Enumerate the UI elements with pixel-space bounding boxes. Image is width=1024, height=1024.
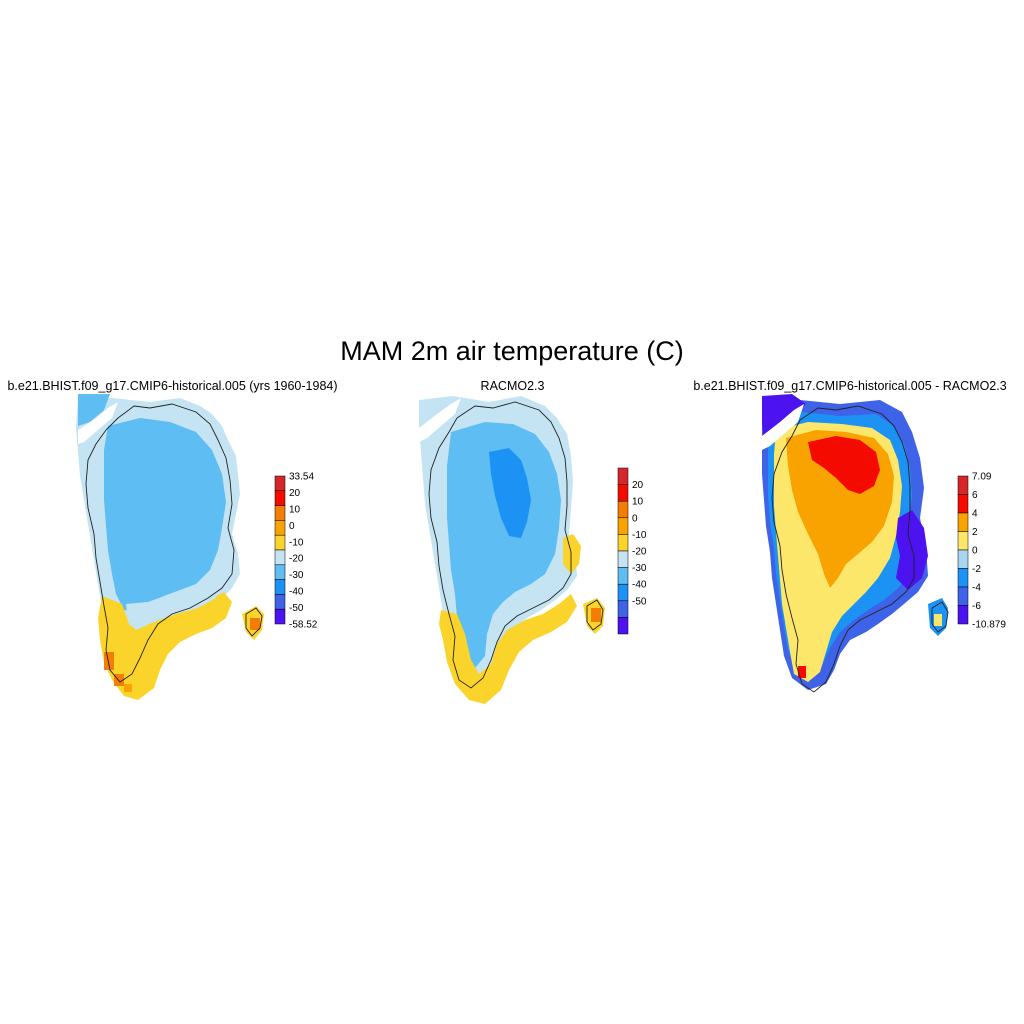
colorbar-tick-label: -30 (289, 570, 304, 581)
colorbar-tick-label: -40 (289, 587, 304, 598)
colorbar-tick-label: -40 (632, 580, 647, 591)
colorbar-tick-label: 0 (972, 546, 978, 557)
colorbar-swatch (274, 505, 286, 521)
colorbar-tick-label: 7.09 (972, 472, 992, 483)
model-warm-cell (114, 674, 124, 686)
model-warm-cell (104, 652, 114, 670)
figure-title: MAM 2m air temperature (C) (340, 336, 684, 366)
difference-panel-title: b.e21.BHIST.f09_g17.CMIP6-historical.005… (693, 379, 1007, 393)
colorbar-tick-label: 0 (632, 513, 638, 524)
colorbar-tick-label: 20 (289, 488, 301, 499)
colorbar-swatch (957, 475, 969, 495)
colorbar-swatch (617, 617, 629, 635)
model-nw-gap (78, 402, 118, 444)
model-map: 33.54 20 10 0 -10 -20 -30 -40 -50 -58.52 (76, 394, 318, 700)
colorbar-swatch (274, 520, 286, 536)
colorbar-swatch (617, 583, 629, 602)
model-colorbar: 33.54 20 10 0 -10 -20 -30 -40 -50 -58.52 (274, 472, 318, 631)
difference-red-cell (798, 666, 806, 678)
colorbar-swatch (617, 484, 629, 502)
colorbar-swatch (274, 549, 286, 566)
racmo-coldest-core (489, 448, 531, 538)
model-nw-patch (78, 394, 110, 426)
model-panel: b.e21.BHIST.f09_g17.CMIP6-historical.005… (0, 378, 345, 708)
racmo-iceland-warm (591, 608, 601, 622)
racmo-map: 20 10 0 -10 -20 -30 -40 -50 (419, 396, 647, 704)
model-south-coast-warm (98, 592, 232, 700)
model-map-field (76, 394, 264, 700)
colorbar-tick-label: 2 (972, 527, 978, 538)
colorbar-tick-label: -30 (632, 563, 647, 574)
racmo-coastline-iceland (586, 599, 604, 631)
colorbar-swatch (617, 517, 629, 535)
colorbar-tick-label: -10 (289, 537, 304, 548)
difference-coastline-iceland (931, 601, 949, 633)
colorbar-swatch (957, 531, 969, 551)
colorbar-swatch (274, 608, 286, 625)
model-warm-cell (124, 684, 132, 692)
colorbar-tick-label: -4 (972, 583, 981, 594)
model-south-interior-cold (126, 588, 216, 630)
colorbar-tick-label: -2 (972, 564, 981, 575)
colorbar-swatch (274, 475, 286, 492)
racmo-coastline (428, 401, 572, 689)
colorbar-swatch (957, 586, 969, 606)
colorbar-tick-label: 6 (972, 490, 978, 501)
racmo-panel-title: RACMO2.3 (480, 379, 545, 393)
racmo-east-coast-warm (563, 534, 581, 574)
colorbar-swatch (957, 494, 969, 514)
model-interior-region (104, 418, 226, 612)
colorbar-tick-label: -10.879 (972, 620, 1006, 631)
racmo-south-coast-warm (439, 594, 577, 704)
racmo-panel: RACMO2.3 20 10 0 -10 -20 -30 -40 -50 (345, 378, 680, 708)
colorbar-swatch (617, 567, 629, 585)
colorbar-swatch (274, 579, 286, 595)
colorbar-tick-label: -58.52 (289, 620, 318, 631)
colorbar-tick-label: 10 (632, 497, 644, 508)
difference-coastline (771, 405, 915, 693)
colorbar-swatch (274, 594, 286, 610)
colorbar-tick-label: 33.54 (289, 472, 314, 483)
colorbar-tick-label: -20 (632, 547, 647, 558)
colorbar-swatch (617, 500, 629, 519)
colorbar-tick-label: 0 (289, 521, 295, 532)
colorbar-swatch (617, 550, 629, 568)
colorbar-swatch (617, 534, 629, 552)
difference-red-core (808, 436, 880, 494)
colorbar-swatch (957, 549, 969, 569)
difference-colorbar: 7.09 6 4 2 0 -2 -4 -6 -10.879 (957, 472, 1006, 631)
racmo-map-field (419, 396, 605, 704)
colorbar-tick-label: -10 (632, 530, 647, 541)
difference-iceland-warm (934, 614, 942, 626)
colorbar-swatch (274, 534, 286, 551)
colorbar-swatch (957, 605, 969, 625)
colorbar-swatch (274, 564, 286, 580)
difference-map: 7.09 6 4 2 0 -2 -4 -6 -10.879 (762, 394, 1006, 693)
model-coastline-iceland (245, 607, 263, 637)
difference-map-field (762, 394, 948, 690)
colorbar-tick-label: 10 (289, 504, 301, 515)
colorbar-tick-label: 20 (632, 480, 644, 491)
colorbar-swatch (957, 512, 969, 532)
model-coastline (85, 403, 235, 683)
racmo-interior-region (447, 422, 561, 668)
model-panel-title: b.e21.BHIST.f09_g17.CMIP6-historical.005… (7, 379, 338, 393)
racmo-nw-gap (419, 398, 461, 442)
colorbar-tick-label: 4 (972, 509, 978, 520)
model-iceland-warm (250, 618, 260, 630)
difference-nw-gap (762, 404, 804, 450)
difference-panel: b.e21.BHIST.f09_g17.CMIP6-historical.005… (680, 378, 1020, 708)
colorbar-swatch (617, 467, 629, 485)
colorbar-tick-label: -50 (632, 596, 647, 607)
colorbar-tick-label: -20 (289, 554, 304, 565)
colorbar-tick-label: -6 (972, 601, 981, 612)
racmo-colorbar: 20 10 0 -10 -20 -30 -40 -50 (617, 467, 647, 635)
colorbar-tick-label: -50 (289, 603, 304, 614)
colorbar-swatch (957, 568, 969, 588)
colorbar-swatch (274, 490, 286, 506)
colorbar-swatch (617, 600, 629, 618)
